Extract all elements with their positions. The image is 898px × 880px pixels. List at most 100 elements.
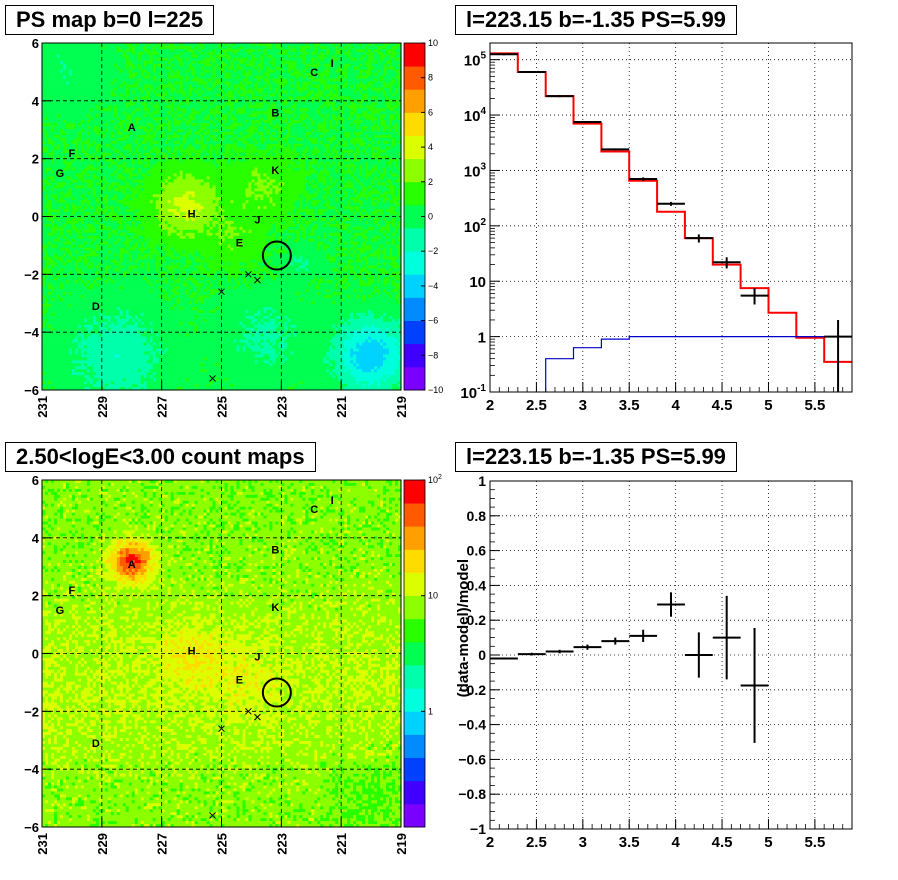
heatmap-cell — [242, 57, 246, 62]
heatmap-cell — [314, 161, 318, 165]
heatmap-cell — [86, 143, 91, 148]
heatmap-cell — [71, 131, 76, 136]
heatmap-cell — [53, 54, 58, 59]
heatmap-cell — [206, 84, 210, 88]
heatmap-cell — [392, 161, 396, 165]
heatmap-cell — [281, 96, 285, 100]
heatmap-cell — [143, 158, 148, 162]
heatmap-cell — [323, 143, 327, 148]
heatmap-cell — [368, 87, 372, 91]
heatmap-cell — [350, 60, 354, 65]
heatmap-cell — [230, 126, 234, 130]
heatmap-cell — [185, 131, 189, 136]
heatmap-cell — [188, 143, 192, 148]
heatmap-cell — [374, 45, 378, 50]
heatmap-cell — [239, 146, 243, 151]
heatmap-cell — [320, 48, 324, 53]
heatmap-cell — [218, 48, 222, 53]
heatmap-cell — [392, 102, 396, 106]
heatmap-cell — [176, 105, 180, 109]
heatmap-cell — [317, 155, 321, 160]
heatmap-cell — [62, 105, 67, 109]
heatmap-cell — [176, 69, 180, 74]
heatmap-cell — [149, 152, 154, 157]
heatmap-cell — [230, 48, 234, 53]
heatmap-cell — [200, 102, 204, 106]
heatmap-cell — [86, 81, 91, 85]
heatmap-cell — [275, 99, 279, 103]
heatmap-cell — [77, 140, 82, 145]
heatmap-cell — [317, 120, 321, 124]
heatmap-cell — [95, 75, 100, 79]
heatmap-cell — [353, 108, 357, 112]
heatmap-cell — [173, 57, 177, 62]
heatmap-cell — [170, 131, 174, 136]
heatmap-cell — [161, 111, 166, 115]
heatmap-cell — [275, 45, 279, 50]
heatmap-cell — [275, 81, 279, 85]
heatmap-cell — [125, 108, 130, 112]
heatmap-cell — [161, 164, 166, 168]
heatmap-cell — [341, 69, 345, 74]
heatmap-cell — [182, 131, 186, 136]
heatmap-cell — [89, 123, 94, 127]
heatmap-cell — [245, 48, 249, 53]
heatmap-cell — [164, 134, 168, 139]
heatmap-cell — [152, 134, 157, 139]
heatmap-cell — [83, 54, 88, 59]
heatmap-cell — [329, 155, 333, 160]
heatmap-cell — [257, 117, 261, 121]
heatmap-cell — [323, 108, 327, 112]
heatmap-cell — [74, 96, 79, 100]
heatmap-cell — [248, 123, 252, 127]
heatmap-cell — [62, 87, 67, 91]
heatmap-cell — [248, 158, 252, 162]
heatmap-cell — [278, 102, 282, 106]
heatmap-cell — [86, 114, 91, 118]
heatmap-cell — [158, 146, 163, 151]
heatmap-cell — [293, 45, 297, 50]
heatmap-cell — [221, 75, 225, 79]
heatmap-cell — [143, 111, 148, 115]
heatmap-cell — [80, 60, 85, 65]
heatmap-cell — [215, 108, 219, 112]
heatmap-cell — [155, 152, 160, 157]
heatmap-cell — [170, 140, 174, 145]
heatmap-cell — [386, 48, 390, 53]
heatmap-cell — [170, 87, 174, 91]
heatmap-cell — [83, 108, 88, 112]
heatmap-cell — [299, 129, 303, 133]
heatmap-cell — [236, 43, 240, 47]
heatmap-cell — [272, 126, 276, 130]
heatmap-cell — [128, 111, 133, 115]
heatmap-cell — [86, 66, 91, 71]
heatmap-cell — [143, 51, 148, 56]
heatmap-cell — [308, 72, 312, 76]
heatmap-cell — [80, 87, 85, 91]
heatmap-cell — [377, 155, 381, 160]
heatmap-cell — [98, 120, 103, 124]
heatmap-cell — [272, 158, 276, 162]
heatmap-cell — [203, 137, 207, 142]
heatmap-cell — [50, 87, 55, 91]
heatmap-cell — [368, 108, 372, 112]
heatmap-cell — [83, 126, 88, 130]
heatmap-cell — [104, 137, 109, 142]
heatmap-cell — [326, 96, 330, 100]
heatmap-cell — [350, 84, 354, 88]
heatmap-cell — [74, 146, 79, 151]
heatmap-cell — [119, 143, 124, 148]
heatmap-cell — [260, 120, 264, 124]
heatmap-cell — [299, 90, 303, 94]
heatmap-cell — [251, 69, 255, 74]
heatmap-cell — [59, 129, 64, 133]
heatmap-cell — [101, 123, 106, 127]
heatmap-cell — [77, 102, 82, 106]
heatmap-cell — [305, 43, 309, 47]
heatmap-cell — [326, 78, 330, 82]
heatmap-cell — [242, 108, 246, 112]
heatmap-cell — [149, 48, 154, 53]
heatmap-cell — [281, 155, 285, 160]
heatmap-cell — [281, 90, 285, 94]
heatmap-cell — [209, 146, 213, 151]
